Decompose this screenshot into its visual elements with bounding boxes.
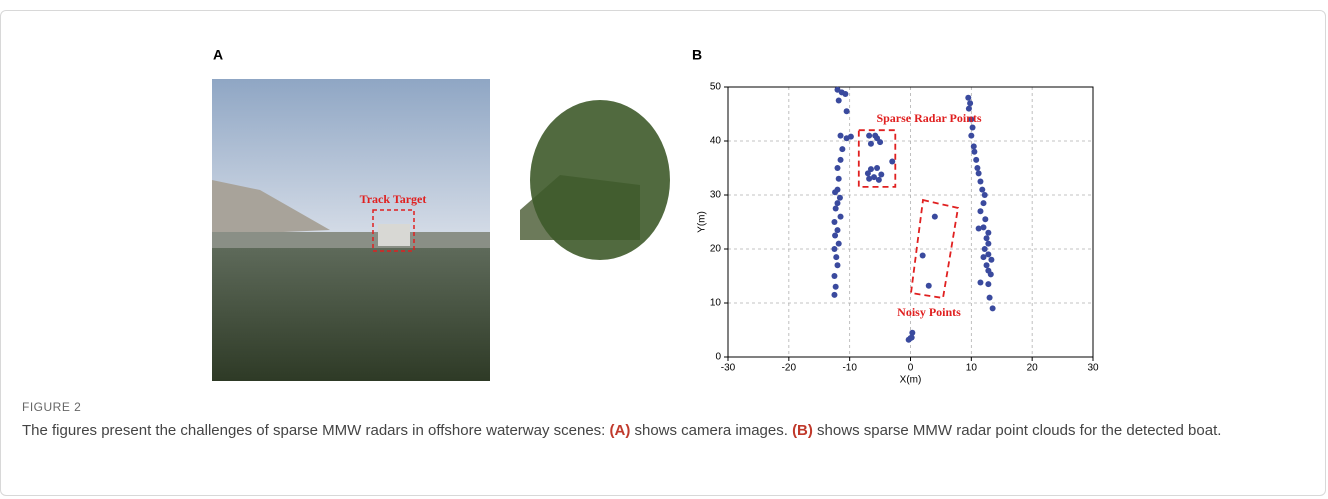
caption-text: The figures present the challenges of sp… bbox=[22, 422, 610, 439]
y-tick-label: 10 bbox=[710, 298, 722, 309]
x-tick-label: 30 bbox=[1087, 363, 1099, 374]
point bbox=[988, 271, 994, 277]
point bbox=[831, 273, 837, 279]
point bbox=[988, 257, 994, 263]
x-tick-label: -30 bbox=[721, 363, 736, 374]
point bbox=[876, 177, 882, 183]
point bbox=[866, 176, 872, 182]
point bbox=[920, 252, 926, 258]
point bbox=[965, 95, 971, 101]
x-tick-label: -20 bbox=[782, 363, 797, 374]
point bbox=[839, 146, 845, 152]
point bbox=[982, 192, 988, 198]
point bbox=[848, 134, 854, 140]
point bbox=[977, 279, 983, 285]
y-tick-label: 20 bbox=[710, 244, 722, 255]
point bbox=[836, 241, 842, 247]
point bbox=[868, 141, 874, 147]
point bbox=[878, 171, 884, 177]
point bbox=[984, 262, 990, 268]
y-tick-label: 0 bbox=[715, 352, 721, 363]
point bbox=[842, 91, 848, 97]
point bbox=[909, 335, 915, 341]
point bbox=[971, 143, 977, 149]
x-tick-label: -10 bbox=[842, 363, 857, 374]
point bbox=[835, 165, 841, 171]
point bbox=[838, 133, 844, 139]
point bbox=[844, 108, 850, 114]
point bbox=[833, 254, 839, 260]
y-tick-label: 50 bbox=[710, 82, 722, 93]
point bbox=[976, 170, 982, 176]
point bbox=[832, 233, 838, 239]
point bbox=[981, 254, 987, 260]
point bbox=[877, 139, 883, 145]
x-axis-label: X(m) bbox=[900, 375, 922, 386]
caption-ref: (B) bbox=[792, 422, 813, 439]
point bbox=[977, 179, 983, 185]
caption: The figures present the challenges of sp… bbox=[22, 420, 1302, 441]
point bbox=[865, 170, 871, 176]
point bbox=[926, 283, 932, 289]
photo: Track Target bbox=[212, 79, 670, 381]
point bbox=[979, 187, 985, 193]
caption-text: shows camera images. bbox=[630, 422, 792, 439]
point bbox=[985, 281, 991, 287]
point bbox=[835, 262, 841, 268]
x-tick-label: 20 bbox=[1027, 363, 1039, 374]
point bbox=[835, 187, 841, 193]
point bbox=[970, 125, 976, 131]
point bbox=[974, 165, 980, 171]
page: A B Track Target -30 -20 -10 0 10 20 30 0 10 20 30… bbox=[0, 0, 1328, 499]
point bbox=[836, 98, 842, 104]
panel-label: A bbox=[213, 47, 223, 63]
point bbox=[874, 165, 880, 171]
caption-label: FIGURE 2 bbox=[22, 400, 81, 414]
point bbox=[831, 292, 837, 298]
point bbox=[990, 305, 996, 311]
y-axis-label: Y(m) bbox=[697, 211, 708, 233]
point bbox=[837, 195, 843, 201]
photo-annotation: Track Target bbox=[360, 192, 427, 206]
point bbox=[836, 176, 842, 182]
point bbox=[981, 200, 987, 206]
point bbox=[833, 206, 839, 212]
point bbox=[977, 208, 983, 214]
point bbox=[982, 246, 988, 252]
point bbox=[976, 225, 982, 231]
y-tick-label: 40 bbox=[710, 136, 722, 147]
point bbox=[984, 235, 990, 241]
point bbox=[838, 157, 844, 163]
point bbox=[973, 157, 979, 163]
point bbox=[835, 200, 841, 206]
point bbox=[967, 100, 973, 106]
caption-ref: (A) bbox=[610, 422, 631, 439]
annotation: Noisy Points bbox=[897, 305, 961, 319]
point bbox=[932, 214, 938, 220]
caption-text: shows sparse MMW radar point clouds for … bbox=[813, 422, 1222, 439]
point bbox=[985, 241, 991, 247]
point bbox=[982, 216, 988, 222]
annotation: Sparse Radar Points bbox=[876, 111, 981, 125]
point bbox=[833, 284, 839, 290]
axes: -30 -20 -10 0 10 20 30 0 10 20 30 40 50 X(m) Y(m) bbox=[697, 82, 1099, 386]
point bbox=[835, 227, 841, 233]
point bbox=[985, 230, 991, 236]
point bbox=[968, 133, 974, 139]
point bbox=[971, 149, 977, 155]
point bbox=[866, 133, 872, 139]
point bbox=[838, 214, 844, 220]
y-tick-label: 30 bbox=[710, 190, 722, 201]
x-tick-label: 10 bbox=[966, 363, 978, 374]
point bbox=[831, 246, 837, 252]
panel-label: B bbox=[692, 47, 702, 63]
point bbox=[831, 219, 837, 225]
x-tick-label: 0 bbox=[908, 363, 914, 374]
point bbox=[987, 295, 993, 301]
point bbox=[889, 159, 895, 165]
figure: A B Track Target -30 -20 -10 0 10 20 30 0 10 20 30… bbox=[0, 0, 1328, 395]
